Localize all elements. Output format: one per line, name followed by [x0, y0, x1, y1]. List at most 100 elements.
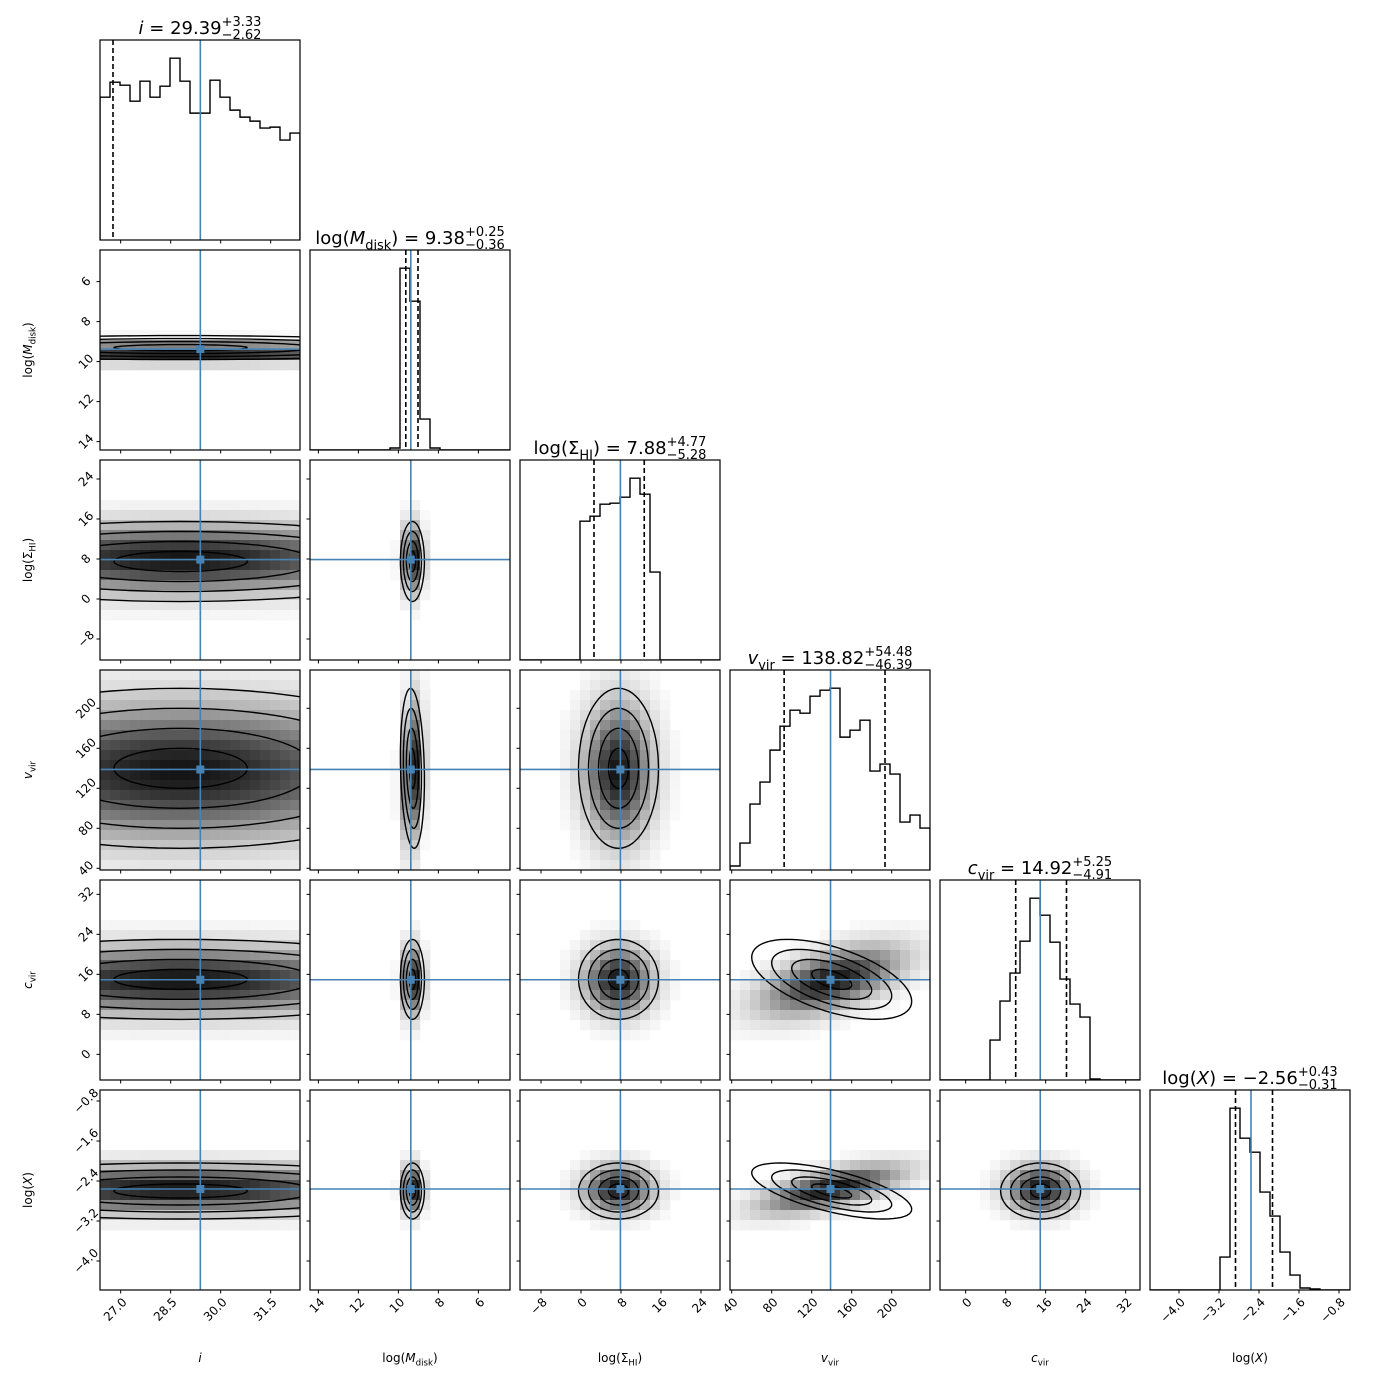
density-cell	[260, 840, 271, 851]
density-cell	[870, 1010, 881, 1021]
density-cell	[130, 600, 141, 611]
density-cell	[280, 850, 291, 861]
density-cell	[130, 970, 141, 981]
title-value: 14.92	[1021, 858, 1073, 879]
density-cell	[830, 930, 841, 941]
label-subscript: vir	[1038, 1359, 1050, 1369]
density-cell	[220, 550, 231, 561]
density-cell	[180, 820, 191, 831]
density-cell	[280, 580, 291, 591]
density-cell	[210, 1030, 221, 1041]
density-cell	[220, 790, 231, 801]
density-cell	[770, 960, 781, 971]
density-cell	[110, 790, 121, 801]
truth-marker	[406, 765, 415, 774]
density-cell	[590, 820, 601, 831]
density-cell	[770, 1170, 781, 1181]
density-cell	[160, 570, 171, 581]
density-cell	[100, 350, 111, 361]
density-cell	[220, 580, 231, 591]
density-cell	[1070, 1150, 1081, 1161]
density-cell	[870, 1170, 881, 1181]
density-cell	[560, 960, 571, 971]
density-cell	[790, 1180, 801, 1191]
density-cell	[820, 1010, 831, 1021]
density-cell	[170, 600, 181, 611]
density-cell	[410, 740, 421, 751]
density-cell	[180, 690, 191, 701]
density-cell	[590, 730, 601, 741]
density-cell	[610, 970, 621, 981]
density-cell	[240, 850, 251, 861]
density-cell	[610, 920, 621, 931]
density-cell	[420, 840, 431, 851]
density-cell	[250, 1220, 261, 1231]
density-cell	[660, 1170, 671, 1181]
density-cell	[230, 1220, 241, 1231]
density-cell	[860, 1160, 871, 1171]
density-cell	[140, 360, 151, 371]
density-cell	[140, 1170, 151, 1181]
density-cell	[220, 920, 231, 931]
density-cell	[640, 1010, 651, 1021]
density-cell	[110, 340, 121, 351]
density-cell	[420, 990, 431, 1001]
density-cell	[110, 750, 121, 761]
density-cell	[140, 590, 151, 601]
density-cell	[390, 980, 401, 991]
density-cell	[120, 740, 131, 751]
density-cell	[630, 780, 641, 791]
density-cell	[390, 960, 401, 971]
panel-frame	[309, 879, 511, 1081]
density-cell	[180, 750, 191, 761]
density-cell	[600, 800, 611, 811]
density-cell	[240, 700, 251, 711]
density-cell	[270, 540, 281, 551]
density-cell	[1030, 1220, 1041, 1231]
density-cell	[170, 860, 181, 870]
density-cell	[420, 980, 431, 991]
density-cell	[750, 980, 761, 991]
x-axis-label-log_Sigma_HI: log(ΣHI)	[598, 1351, 642, 1369]
density-cell	[610, 840, 621, 851]
density-cell	[630, 820, 641, 831]
density-cell	[890, 1190, 901, 1201]
density-cell	[290, 570, 300, 581]
density-cell	[580, 1150, 591, 1161]
density-cell	[230, 500, 241, 511]
truth-marker	[406, 555, 415, 564]
density-cell	[210, 530, 221, 541]
density-cell	[420, 1190, 431, 1201]
density-cell	[240, 690, 251, 701]
density-cell	[130, 360, 141, 371]
density-cell	[120, 560, 131, 571]
density-cell	[180, 1210, 191, 1221]
density-cell	[760, 1180, 771, 1191]
density-cell	[780, 1170, 791, 1181]
density-cell	[1030, 1150, 1041, 1161]
density-cell	[160, 1030, 171, 1041]
density-cell	[560, 800, 571, 811]
density-cell	[580, 800, 591, 811]
density-cell	[270, 1150, 281, 1161]
panel-frame	[309, 249, 511, 451]
density-cell	[1070, 1160, 1081, 1171]
title-value: −2.56	[1243, 1068, 1298, 1089]
density-cell	[1030, 1190, 1041, 1201]
density-cell	[590, 770, 601, 781]
density-cell	[210, 360, 221, 371]
density-cell	[610, 710, 621, 721]
density-cell	[190, 860, 201, 870]
density-cell	[190, 1000, 201, 1011]
density-cell	[280, 1220, 291, 1231]
density-cell	[220, 1220, 231, 1231]
density-cell	[180, 1010, 191, 1021]
density-cell	[890, 920, 901, 931]
density-cell	[750, 1020, 761, 1031]
density-cell	[760, 1010, 771, 1021]
density-cell	[120, 680, 131, 691]
density-cell	[160, 770, 171, 781]
density-cell	[590, 960, 601, 971]
density-cell	[220, 670, 231, 681]
density-cell	[410, 680, 421, 691]
